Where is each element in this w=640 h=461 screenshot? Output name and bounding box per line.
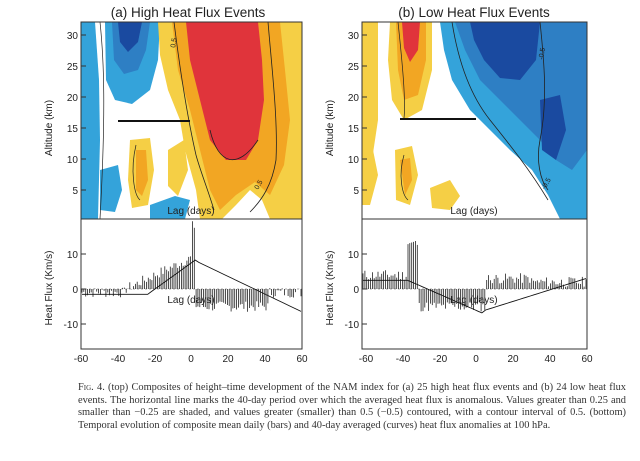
panel-b-xtick--60: -60 — [359, 354, 374, 365]
panel-a-bottom-yaxis: 10 0 -10 — [64, 250, 86, 331]
panel-a: (a) High Heat Flux Events — [44, 5, 308, 365]
panel-a-xtick-0: 0 — [188, 354, 194, 365]
panel-b-top-xlabel: Lag (days) — [450, 206, 497, 217]
panel-a-ytick-25: 25 — [67, 62, 79, 73]
panel-a-title: (a) High Heat Flux Events — [111, 5, 266, 20]
panel-b-bottom-ylabel: Heat Flux (Km/s) — [325, 250, 336, 325]
panel-b-ytick-20: 20 — [348, 93, 360, 104]
panel-a-bottom-frame — [80, 218, 303, 350]
panel-a-40-day-averaged-curve — [82, 259, 302, 312]
panel-a-bottom-xlabel: Lag (days) — [167, 295, 214, 306]
panel-b-bottom-frame — [361, 218, 588, 350]
panel-a-ytick-15: 15 — [67, 124, 79, 135]
panel-a-top-xlabel: Lag (days) — [167, 206, 214, 217]
panel-a-xaxis: -60 -40 -20 0 20 40 60 — [74, 354, 308, 365]
panel-b-ytick-15: 15 — [348, 124, 360, 135]
panel-b-xtick--40: -40 — [396, 354, 411, 365]
panel-b-ytick-10: 10 — [348, 155, 360, 166]
panel-a-xtick-40: 40 — [259, 354, 271, 365]
panel-a-ytick-5: 5 — [72, 186, 78, 197]
panel-b-xtick-40: 40 — [544, 354, 556, 365]
panel-b-ytick-25: 25 — [348, 62, 360, 73]
panel-a-bottom-ytick-10: 10 — [67, 250, 79, 261]
panel-b-title: (b) Low Heat Flux Events — [398, 5, 550, 20]
panel-a-ytick-30: 30 — [67, 31, 79, 42]
panel-a-ytick-20: 20 — [67, 93, 79, 104]
panel-a-bottom-ytick-0: 0 — [72, 285, 78, 296]
panel-a-contour-label-2: 0.5 — [254, 179, 265, 191]
panel-b-ytick-5: 5 — [353, 186, 359, 197]
panel-b-xtick-20: 20 — [507, 354, 519, 365]
panel-a-xtick--20: -20 — [148, 354, 163, 365]
panel-a-nam-contour-map — [81, 22, 302, 219]
panel-a-contour-label-1: 0.5 — [170, 37, 179, 48]
panel-b-top-yaxis: 30 25 20 15 10 5 — [348, 31, 367, 197]
panel-a-xtick--60: -60 — [74, 354, 89, 365]
panel-b-bottom-xlabel: Lag (days) — [450, 295, 497, 306]
panel-b-xaxis: -60 -40 -20 0 20 40 60 — [359, 354, 593, 365]
panel-a-daily-heat-flux-bars — [81, 221, 302, 312]
panel-a-xtick-60: 60 — [296, 354, 308, 365]
panel-b-xtick-0: 0 — [473, 354, 479, 365]
panel-b-nam-contour-map — [362, 22, 587, 219]
panel-b-contour-label-1: -0.5 — [538, 47, 547, 60]
panel-b-bottom-ytick-10: 10 — [348, 250, 360, 261]
caption-text: (top) Composites of height–time developm… — [78, 382, 627, 431]
panel-a-xtick--40: -40 — [111, 354, 126, 365]
panel-b-xtick-60: 60 — [581, 354, 593, 365]
panel-b-40-day-averaged-curve — [363, 278, 587, 314]
panel-a-top-yaxis: 30 25 20 15 10 5 — [67, 31, 86, 197]
panel-a-bottom-ytick-neg10: -10 — [64, 320, 79, 331]
panel-b-xtick--20: -20 — [433, 354, 448, 365]
panel-a-bottom-ylabel: Heat Flux (Km/s) — [44, 250, 55, 325]
panel-b-bottom-ytick-neg10: -10 — [345, 320, 360, 331]
caption-label: Fig. 4. — [78, 382, 105, 393]
panel-b-ytick-30: 30 — [348, 31, 360, 42]
panel-b: (b) Low Heat Flux Events -0.5 -0.5 — [325, 5, 593, 365]
panel-b-bottom-yaxis: 10 0 -10 — [345, 250, 367, 331]
panel-a-ytick-10: 10 — [67, 155, 79, 166]
figure-4: (a) High Heat Flux Events — [44, 5, 593, 365]
panel-a-top-ylabel: Altitude (km) — [44, 100, 55, 156]
panel-b-top-ylabel: Altitude (km) — [325, 100, 336, 156]
panel-a-xtick-20: 20 — [222, 354, 234, 365]
figure-caption: Fig. 4. (top) Composites of height–time … — [78, 382, 626, 432]
panel-b-bottom-ytick-0: 0 — [353, 285, 359, 296]
